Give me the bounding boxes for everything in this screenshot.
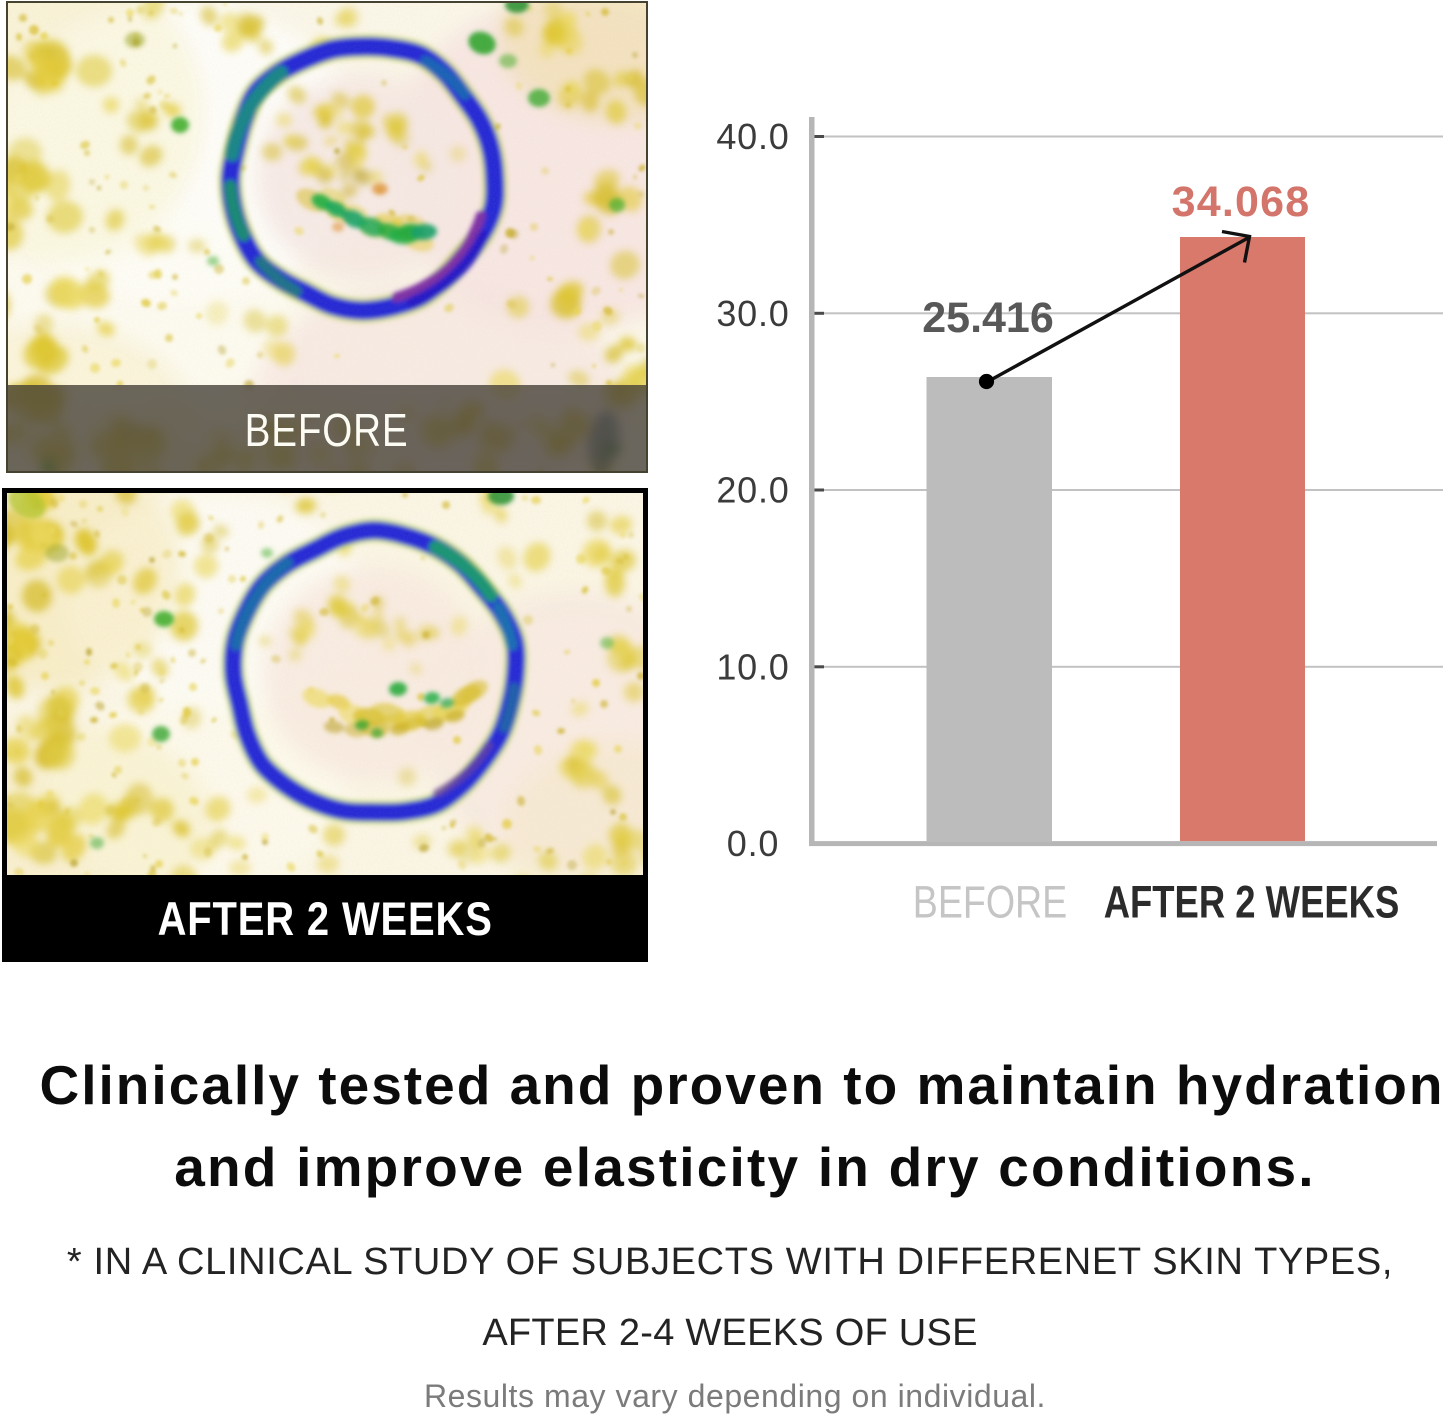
svg-text:10.0: 10.0 [716, 646, 789, 687]
svg-text:0.0: 0.0 [727, 823, 779, 864]
svg-text:20.0: 20.0 [716, 470, 789, 511]
svg-text:AFTER 2 WEEKS: AFTER 2 WEEKS [1104, 877, 1400, 928]
svg-text:BEFORE: BEFORE [913, 876, 1067, 927]
svg-text:34.068: 34.068 [1172, 178, 1311, 226]
svg-text:25.416: 25.416 [922, 294, 1054, 342]
svg-text:30.0: 30.0 [716, 293, 789, 334]
svg-text:40.0: 40.0 [716, 116, 789, 157]
